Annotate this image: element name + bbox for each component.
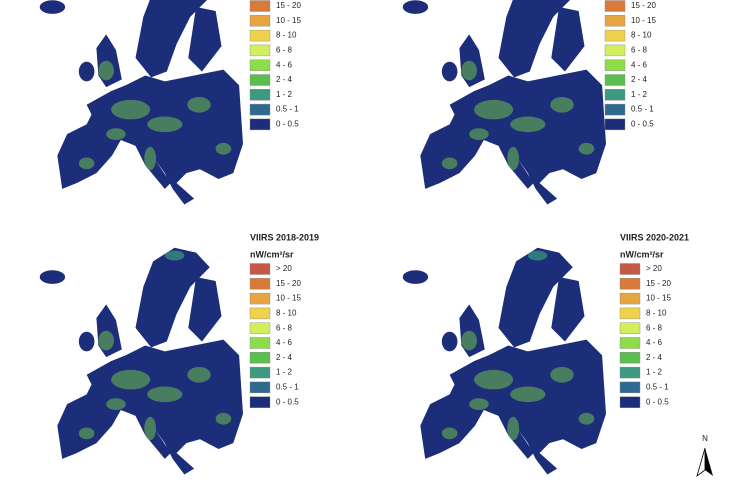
legend-label: 4 - 6 — [276, 338, 293, 347]
legend-label: 2 - 4 — [631, 75, 648, 84]
legend-swatch — [249, 322, 271, 334]
legend-swatch — [604, 15, 626, 27]
legend-label: > 20 — [646, 264, 662, 273]
legend-label: 0.5 - 1 — [276, 383, 299, 392]
legend-label: > 20 — [276, 264, 292, 273]
legend-swatch — [249, 278, 271, 290]
north-arrow: N — [696, 434, 713, 478]
legend-label: 6 - 8 — [646, 323, 663, 332]
legend-label: 10 - 15 — [646, 294, 671, 303]
legend-swatch — [619, 381, 641, 394]
legend-swatch — [604, 0, 626, 12]
legend-swatch — [249, 307, 271, 320]
legend-swatch — [249, 292, 271, 305]
legend-swatch — [619, 278, 641, 290]
legend-unit: nW/cm²/sr — [620, 249, 664, 259]
legend-swatch — [604, 44, 626, 57]
legend-swatch — [249, 118, 271, 131]
legend-swatch — [604, 74, 626, 86]
legend-label: 1 - 2 — [646, 368, 663, 377]
legend-unit: nW/cm²/sr — [250, 249, 294, 259]
legend-label: 0 - 0.5 — [646, 397, 669, 406]
legend-label: 6 - 8 — [631, 46, 648, 55]
legend-label: 2 - 4 — [646, 353, 663, 362]
legend-swatch — [619, 366, 641, 379]
legend-swatch — [249, 103, 271, 116]
legend-swatch — [249, 15, 271, 27]
legend-label: 0 - 0.5 — [276, 397, 299, 406]
legend-swatch — [249, 44, 271, 57]
legend-swatch — [249, 89, 271, 101]
legend-label: 0 - 0.5 — [276, 120, 299, 129]
legend-label: 15 - 20 — [276, 279, 301, 288]
legend-label: 0 - 0.5 — [631, 120, 654, 129]
legend-swatch — [249, 366, 271, 379]
legend-swatch — [619, 263, 641, 275]
legend-label: 8 - 10 — [646, 309, 667, 318]
legend-swatch — [249, 0, 271, 12]
legend-swatch — [249, 381, 271, 394]
legend-label: 8 - 10 — [631, 31, 652, 40]
map — [402, 247, 606, 475]
legend-swatch — [249, 29, 271, 42]
legend-swatch — [619, 352, 641, 364]
legend-swatch — [619, 292, 641, 305]
legend-label: 8 - 10 — [276, 31, 297, 40]
legend-swatch — [249, 263, 271, 275]
legend-label: 15 - 20 — [646, 279, 671, 288]
legend-swatch — [604, 118, 626, 131]
legend-label: 6 - 8 — [276, 46, 293, 55]
legend-swatch — [249, 352, 271, 364]
north-label: N — [702, 434, 708, 443]
legend-label: 4 - 6 — [276, 60, 293, 69]
legend-label: 10 - 15 — [276, 16, 301, 25]
map — [39, 0, 243, 205]
map — [39, 247, 243, 475]
legend-label: 10 - 15 — [276, 294, 301, 303]
legend-swatch — [604, 59, 626, 71]
legend-swatch — [604, 29, 626, 42]
legend-label: 1 - 2 — [631, 90, 648, 99]
legend-swatch — [604, 89, 626, 101]
legend-label: 4 - 6 — [646, 338, 663, 347]
legend-swatch — [249, 59, 271, 71]
legend-label: 6 - 8 — [276, 323, 293, 332]
legend-swatch — [604, 103, 626, 116]
map — [402, 0, 606, 205]
legend-swatch — [249, 337, 271, 349]
legend-swatch — [249, 74, 271, 86]
legend-label: 8 - 10 — [276, 309, 297, 318]
legend-label: 0.5 - 1 — [631, 105, 654, 114]
legend-label: 0.5 - 1 — [646, 383, 669, 392]
legend-label: 1 - 2 — [276, 90, 293, 99]
legend-label: 2 - 4 — [276, 75, 293, 84]
legend-label: 0.5 - 1 — [276, 105, 299, 114]
legend-title: VIIRS 2018-2019 — [250, 232, 319, 242]
legend-label: 2 - 4 — [276, 353, 293, 362]
legend-label: 4 - 6 — [631, 60, 648, 69]
legend-label: 10 - 15 — [631, 16, 656, 25]
legend-swatch — [249, 396, 271, 408]
legend-label: 1 - 2 — [276, 368, 293, 377]
legend-swatch — [619, 396, 641, 408]
legend-swatch — [619, 322, 641, 334]
legend-swatch — [619, 337, 641, 349]
legend-label: 15 - 20 — [276, 1, 301, 10]
legend-label: 15 - 20 — [631, 1, 656, 10]
legend-title: VIIRS 2020-2021 — [620, 232, 689, 242]
legend-swatch — [619, 307, 641, 320]
